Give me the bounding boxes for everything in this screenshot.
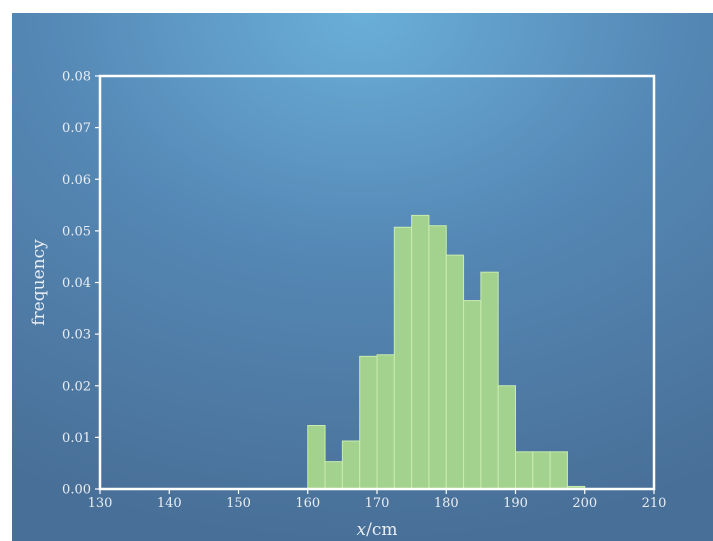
x-tick-label: 150	[226, 496, 251, 511]
y-tick-label: 0.00	[62, 483, 91, 498]
histogram-bar	[307, 425, 326, 490]
y-tick-label: 0.06	[62, 173, 91, 188]
histogram-bar	[463, 300, 482, 490]
y-tick-label: 0.03	[62, 328, 91, 343]
histogram-bar	[376, 354, 395, 490]
y-tick-label: 0.07	[62, 121, 91, 136]
histogram-bar	[428, 225, 447, 490]
x-tick-label: 210	[642, 496, 667, 511]
y-tick-label: 0.08	[62, 70, 91, 85]
y-tick-label: 0.04	[62, 276, 91, 291]
histogram-bar	[341, 440, 361, 490]
histogram-bar	[549, 451, 568, 490]
x-tick-label: 130	[88, 496, 113, 511]
y-tick-label: 0.05	[62, 224, 91, 239]
x-tick-label: 200	[572, 496, 597, 511]
x-axis-title-unit: /cm	[366, 520, 397, 540]
x-axis: 130 140 150 160 170 180 190 200 210	[88, 489, 667, 511]
y-axis-title: frequency	[29, 239, 49, 326]
x-tick-label: 170	[365, 496, 390, 511]
x-tick-label: 140	[157, 496, 182, 511]
x-tick-label: 160	[295, 496, 320, 511]
y-tick-label: 0.02	[62, 379, 91, 394]
histogram-bar	[480, 271, 499, 490]
histogram-bar	[359, 355, 378, 490]
histogram-bar	[393, 226, 413, 490]
x-tick-label: 190	[503, 496, 528, 511]
bars-group	[307, 214, 586, 490]
histogram-bar	[515, 451, 534, 490]
histogram-bar	[324, 461, 343, 490]
x-axis-title: x/cm	[357, 520, 398, 540]
x-tick-label: 180	[434, 496, 459, 511]
histogram-bar	[445, 254, 465, 490]
histogram-bar	[532, 451, 551, 490]
x-axis-title-variable: x	[357, 520, 367, 540]
histogram-bar	[497, 385, 516, 490]
histogram-bar	[411, 214, 430, 490]
y-tick-label: 0.01	[62, 431, 91, 446]
y-axis: 0.00 0.01 0.02 0.03 0.04 0.05 0.06 0.07 0.08	[62, 70, 100, 498]
